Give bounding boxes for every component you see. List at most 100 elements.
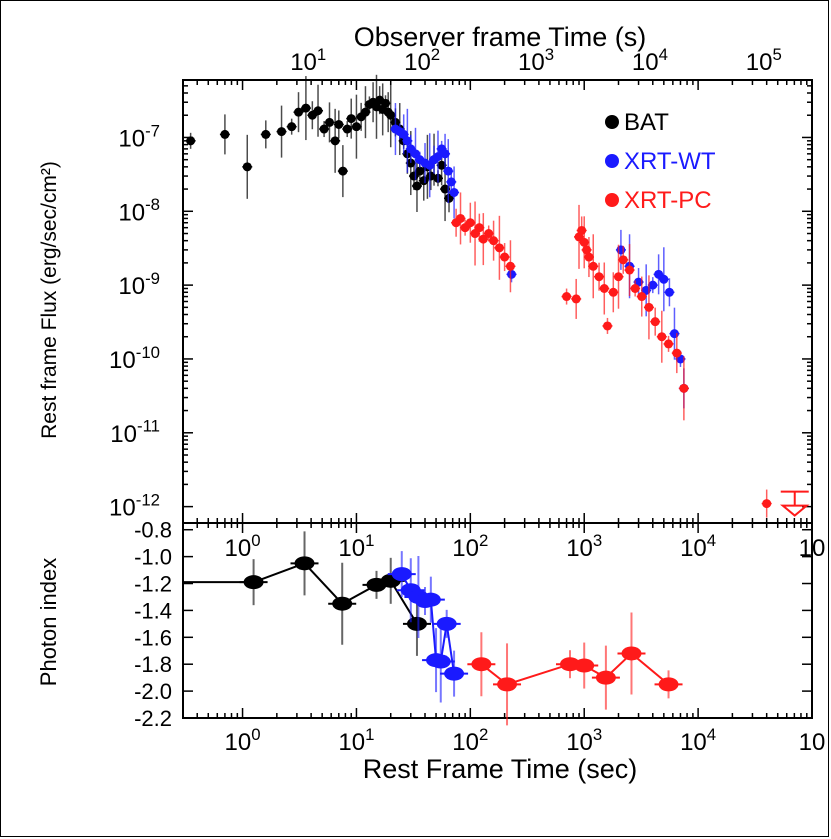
photon-index-tick-label: -1.6 [134, 625, 172, 650]
data-point [360, 107, 370, 117]
upper-limit-marker [779, 490, 810, 517]
data-point [650, 317, 660, 327]
panel-x-tick-label: 10 [799, 535, 826, 562]
data-point [444, 193, 454, 203]
data-point [762, 499, 772, 509]
data-point [440, 184, 450, 194]
flux-y-ticks [183, 79, 812, 508]
data-point [386, 110, 396, 120]
data-point [301, 103, 311, 113]
bottom-axis-tick-label: 102 [452, 725, 488, 756]
data-point [571, 294, 581, 304]
data-point [319, 124, 329, 134]
legend-marker [605, 115, 619, 129]
data-point [471, 657, 492, 672]
data-point [505, 261, 515, 271]
top-axis-tick-label: 105 [746, 45, 782, 76]
flux-y-tick-label: 10-8 [118, 195, 160, 226]
legend: BAT XRT-WT XRT-PC [605, 109, 716, 214]
data-point [444, 666, 465, 681]
bottom-axis-tick-label: 101 [338, 725, 374, 756]
data-point [630, 283, 640, 293]
data-point [261, 129, 271, 139]
top-axis-tick-label: 101 [290, 45, 326, 76]
legend-marker [605, 154, 619, 168]
data-point [584, 252, 594, 262]
panel-x-tick-label: 104 [680, 531, 716, 562]
panel-x-tick-label: 102 [452, 531, 488, 562]
legend-label: XRT-PC [624, 187, 712, 214]
photon-index-series-xrt-pc [467, 612, 683, 726]
data-point [456, 213, 466, 223]
data-point [440, 149, 450, 159]
legend-label: XRT-WT [624, 148, 716, 175]
data-point [588, 261, 598, 271]
panel-x-tick-label: 101 [338, 531, 374, 562]
data-point [242, 162, 252, 172]
data-point [436, 616, 457, 631]
data-point [489, 236, 499, 246]
data-point [602, 321, 612, 331]
data-point [402, 136, 412, 146]
data-point [342, 124, 352, 134]
data-point [415, 166, 425, 176]
data-point [595, 670, 616, 685]
panel-x-tick-label: 103 [566, 531, 602, 562]
data-point [659, 274, 669, 284]
data-point [294, 556, 315, 571]
data-point [277, 127, 287, 137]
data-point [313, 106, 323, 116]
bottom-axis-tick-label: 103 [566, 725, 602, 756]
bottom-axis-tick-label: 104 [680, 725, 716, 756]
legend-marker [605, 193, 619, 207]
data-point [474, 223, 484, 233]
bottom-axis-tick-label: 10 [799, 729, 826, 756]
photon-index-tick-label: -1.2 [134, 572, 172, 597]
photon-index-series-bat [183, 531, 431, 656]
data-point [465, 218, 475, 228]
photon-index-tick-label: -1.0 [134, 545, 172, 570]
data-point [332, 596, 353, 611]
data-point [324, 117, 334, 127]
data-point [507, 269, 517, 279]
panel-x-tick-label: 100 [225, 531, 261, 562]
flux-y-tick-label: 10-12 [109, 491, 160, 522]
data-point [420, 592, 441, 607]
data-point [186, 136, 196, 146]
photon-index-y-axis-label: Photon index [36, 558, 61, 686]
data-point [391, 567, 412, 582]
photon-index-panel-axes [182, 522, 813, 719]
data-point [478, 234, 488, 244]
data-point [437, 160, 447, 170]
bottom-axis-tick-label: 100 [225, 725, 261, 756]
series-line [183, 562, 418, 625]
data-point [430, 654, 451, 669]
photon-index-tick-label: -2.2 [134, 706, 172, 731]
bottom-axis-label: Rest Frame Time (sec) [363, 754, 638, 784]
data-point [618, 255, 628, 265]
data-point [220, 129, 230, 139]
flux-series-xrt-pc [451, 192, 772, 518]
data-point [406, 616, 427, 631]
top-axis-tick-label: 102 [404, 45, 440, 76]
data-point [330, 136, 340, 146]
data-point [484, 229, 494, 239]
flux-y-tick-label: 10-7 [118, 121, 160, 152]
flux-y-axis-label: Rest frame Flux (erg/sec/cm²) [38, 161, 61, 439]
data-point [497, 677, 518, 692]
data-point [637, 292, 647, 302]
data-point [614, 272, 624, 282]
data-point [657, 332, 667, 342]
data-point [608, 287, 618, 297]
data-point [334, 119, 344, 129]
top-axis-tick-label: 104 [632, 45, 668, 76]
photon-index-tick-label: -1.8 [134, 652, 172, 677]
data-point [419, 176, 429, 186]
data-point [658, 677, 679, 692]
data-point [599, 283, 609, 293]
photon-index-tick-label: -2.0 [134, 679, 172, 704]
photon-index-tick-label: -1.4 [134, 598, 172, 623]
legend-label: BAT [624, 109, 669, 136]
data-point [243, 575, 264, 590]
